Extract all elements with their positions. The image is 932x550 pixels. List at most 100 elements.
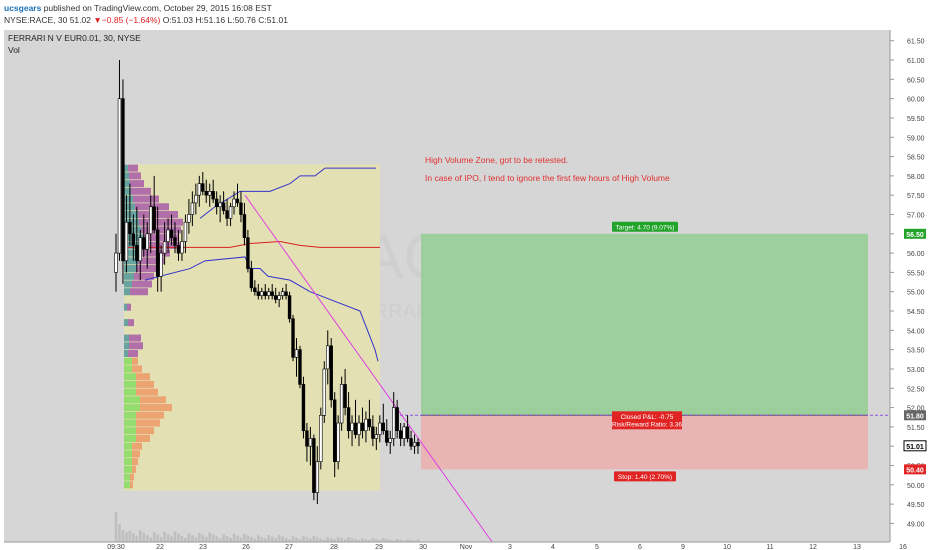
volume-bar [215, 536, 218, 542]
price-axis-bg [890, 28, 932, 550]
candle-body [260, 291, 264, 296]
candle-body [405, 426, 410, 439]
price-axis[interactable]: 49.0049.5050.0050.5051.0051.5052.0052.50… [889, 28, 932, 550]
volume-bar [270, 536, 274, 542]
candle-body [273, 295, 278, 300]
volume-bar [364, 539, 368, 542]
volume-bar [267, 534, 271, 542]
profile-bar-down [127, 303, 131, 311]
author-name[interactable]: ucsgears [4, 3, 42, 13]
candle-body [326, 345, 330, 370]
profile-bar-down [141, 226, 181, 234]
volume-bar [211, 534, 215, 542]
lower-band-line [144, 256, 379, 362]
volume-bar [284, 537, 288, 542]
candle-body [135, 245, 139, 262]
price-tick-label: 59.50 [907, 116, 925, 123]
candle-body [416, 442, 420, 447]
candle-body [246, 237, 250, 269]
profile-bar-lower-up [124, 380, 136, 388]
profile-bar-down [128, 164, 138, 172]
time-axis[interactable]: 09:30 22 23 26 27 28 29 30 Nov 3 4 5 6 9 10 11 12 13 16 [0, 541, 907, 550]
volume-bar [312, 535, 316, 542]
candle-body [149, 206, 153, 235]
volume-bar [291, 536, 295, 542]
volume-bar [232, 533, 236, 542]
profile-bar-lower-up [124, 419, 136, 427]
profile-bar-lower-up [124, 434, 136, 442]
volume-bar [388, 539, 392, 542]
profile-bar-lower-down [132, 442, 142, 450]
volume-bar [305, 537, 309, 542]
profile-bar-lower-down [140, 404, 172, 412]
price-tick-label: 57.50 [907, 193, 925, 200]
profile-bar-up [124, 319, 128, 327]
volume-bar [368, 539, 371, 542]
candle-body [360, 422, 365, 432]
candle-body [131, 233, 136, 246]
candle-body [162, 241, 167, 254]
profile-bar-down [134, 272, 154, 280]
profile-bar-up [124, 342, 129, 350]
volume-bar [298, 538, 302, 542]
profile-bar-up [124, 303, 127, 311]
candle-body [138, 237, 142, 262]
candle-body [173, 237, 177, 246]
trend-line [244, 194, 496, 547]
volume-bar [413, 540, 416, 542]
candle-body [409, 438, 413, 447]
profile-bar-down [129, 172, 141, 180]
time-tick-label: 10 [723, 544, 731, 550]
price-tick-label: 60.00 [907, 97, 925, 104]
candle-body [152, 206, 156, 231]
profile-bar-down [130, 288, 148, 296]
price-tick-label: 61.00 [907, 58, 925, 65]
upper-band-line [199, 167, 376, 219]
candle-body [367, 418, 372, 428]
target-label-bg [612, 221, 678, 232]
candle-body [312, 438, 316, 493]
candle-body [398, 430, 403, 439]
candle-body [194, 194, 198, 204]
profile-bar-lower-up [124, 427, 136, 435]
volume-bar [416, 539, 420, 542]
volume-bar [191, 535, 194, 542]
profile-bar-lower-down [136, 434, 150, 442]
price-change: −0.85 (−1.64%) [101, 15, 161, 25]
candle-body [253, 287, 257, 293]
profile-bar-lower-up [124, 388, 136, 396]
profile-bar-up [124, 288, 130, 296]
profile-bar-down [131, 187, 151, 195]
candle-body [277, 295, 281, 300]
candle-body [339, 384, 344, 424]
candle-body [225, 210, 229, 219]
profile-bar-lower-up [124, 373, 136, 381]
volume-bar [177, 533, 180, 542]
volume-bar [336, 537, 340, 542]
price-chart[interactable]: RACE, 30 FERRARI N V EUR0.01 Target: 4.7… [0, 28, 932, 550]
volume-bar [385, 539, 389, 542]
volume-bar [114, 512, 118, 542]
time-tick-label: 12 [809, 544, 817, 550]
profile-bar-lower-up [124, 357, 132, 365]
candle-body [180, 241, 184, 254]
volume-bar [257, 535, 260, 542]
candle-body [280, 291, 285, 296]
profile-bar-up [124, 172, 129, 180]
time-tick-label: 3 [508, 544, 512, 550]
candle-body [364, 418, 368, 432]
candle-body [357, 422, 361, 435]
annotation-ipo-note: In case of IPO, I tend to ignore the fir… [425, 173, 670, 183]
candle-body [371, 426, 375, 439]
time-tick-label: 16 [899, 544, 907, 550]
candle-body [155, 229, 160, 277]
volume-bar [326, 537, 330, 542]
candle-body [270, 291, 274, 296]
volume-bar [118, 524, 121, 542]
volume-bar [121, 530, 125, 542]
volume-bar [225, 536, 229, 542]
profile-bar-down [140, 249, 170, 257]
volume-bar [381, 538, 385, 542]
volume-indicator-label: Vol [8, 45, 20, 55]
candle-body [385, 430, 389, 443]
